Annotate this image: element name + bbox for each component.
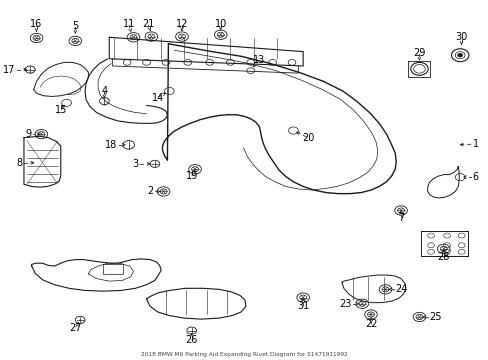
Text: 25: 25 <box>428 312 441 322</box>
Text: 3: 3 <box>132 159 138 169</box>
Text: 14: 14 <box>151 93 163 103</box>
Text: 13: 13 <box>253 55 265 65</box>
Text: 22: 22 <box>364 319 376 329</box>
Text: 1: 1 <box>472 139 478 149</box>
Text: 15: 15 <box>55 105 67 115</box>
Text: 2018 BMW M6 Parking Aid Expanding Rivet Diagram for 51471911992: 2018 BMW M6 Parking Aid Expanding Rivet … <box>141 352 347 357</box>
Text: 2: 2 <box>147 186 154 197</box>
Text: 12: 12 <box>175 19 188 29</box>
Text: 24: 24 <box>394 284 407 294</box>
Text: 4: 4 <box>101 86 107 96</box>
Circle shape <box>457 53 462 57</box>
Text: 26: 26 <box>185 334 198 345</box>
Text: 9: 9 <box>25 129 31 139</box>
Text: 23: 23 <box>339 299 351 309</box>
Text: 21: 21 <box>142 19 154 29</box>
Text: 10: 10 <box>214 19 226 29</box>
Text: 20: 20 <box>301 133 313 143</box>
Text: 31: 31 <box>296 301 308 311</box>
Text: 8: 8 <box>16 158 22 168</box>
Text: 29: 29 <box>412 48 425 58</box>
Text: 5: 5 <box>72 21 78 31</box>
Text: 17: 17 <box>3 64 16 75</box>
Text: 30: 30 <box>455 32 467 42</box>
Text: 16: 16 <box>30 19 42 29</box>
Text: 27: 27 <box>69 323 81 333</box>
Text: 7: 7 <box>397 213 404 222</box>
Text: 18: 18 <box>105 140 117 150</box>
Text: 19: 19 <box>185 171 197 181</box>
Text: 28: 28 <box>437 252 449 262</box>
Bar <box>103 264 123 274</box>
Text: 11: 11 <box>122 19 135 29</box>
Text: 6: 6 <box>472 172 478 182</box>
